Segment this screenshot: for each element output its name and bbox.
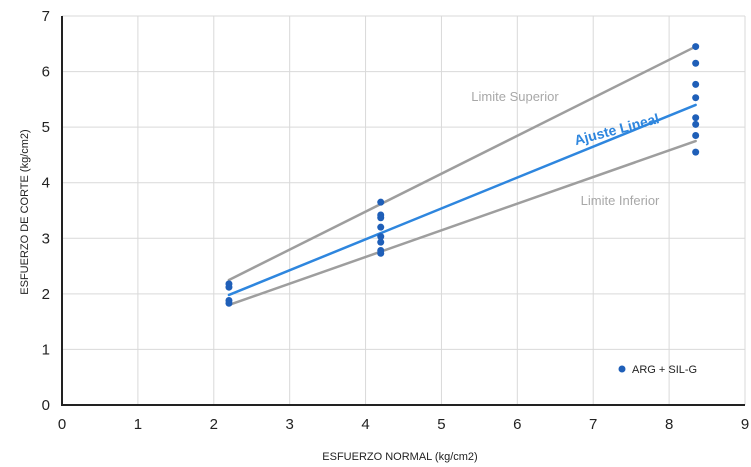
y-tick-label-3: 3 [42,230,50,247]
fit-line-2 [227,139,697,307]
data-point-1 [225,283,233,291]
x-tick-label-4: 4 [361,416,369,433]
legend-marker [618,365,626,373]
data-point-4 [377,198,385,206]
y-axis-label: ESFUERZO DE CORTE (kg/cm2) [19,129,31,294]
fit-line-1 [227,103,697,297]
data-point-8 [377,233,385,241]
data-point-16 [692,114,700,122]
data-point-11 [377,249,385,257]
y-tick-label-5: 5 [42,119,50,136]
x-tick-label-3: 3 [285,416,293,433]
data-point-6 [377,214,385,222]
y-tick-labels: 0 1 2 3 4 5 6 7 [42,8,50,414]
legend: ARG + SIL-G [618,364,697,376]
x-tick-labels: 0 1 2 3 4 5 6 7 8 9 [58,416,749,433]
axes [61,16,745,406]
x-tick-label-2: 2 [210,416,218,433]
data-point-7 [377,223,385,231]
data-point-9 [377,238,385,246]
x-tick-label-6: 6 [513,416,521,433]
x-tick-label-8: 8 [665,416,673,433]
y-tick-label-7: 7 [42,8,50,25]
y-tick-label-0: 0 [42,397,50,414]
y-tick-label-4: 4 [42,175,50,192]
fit-lines [227,45,697,307]
data-point-3 [225,299,233,307]
y-tick-label-1: 1 [42,341,50,358]
data-points [225,43,700,307]
data-point-17 [692,120,700,128]
label-ajuste-lineal: Ajuste Lineal [573,110,661,148]
x-axis-label: ESFUERZO NORMAL (kg/cm2) [322,451,477,463]
x-tick-label-5: 5 [437,416,445,433]
data-point-12 [692,43,700,51]
label-limite-superior: Limite Superior [471,89,559,104]
x-tick-label-0: 0 [58,416,66,433]
x-tick-label-9: 9 [741,416,749,433]
data-point-15 [692,94,700,102]
fit-line-0 [227,45,697,282]
x-tick-label-1: 1 [134,416,142,433]
data-point-18 [692,131,700,139]
data-point-13 [692,59,700,67]
y-tick-label-6: 6 [42,64,50,81]
y-tick-label-2: 2 [42,286,50,303]
label-limite-inferior: Limite Inferior [581,193,660,208]
x-tick-label-7: 7 [589,416,597,433]
legend-label: ARG + SIL-G [632,364,697,376]
data-point-14 [692,80,700,88]
data-point-19 [692,148,700,156]
